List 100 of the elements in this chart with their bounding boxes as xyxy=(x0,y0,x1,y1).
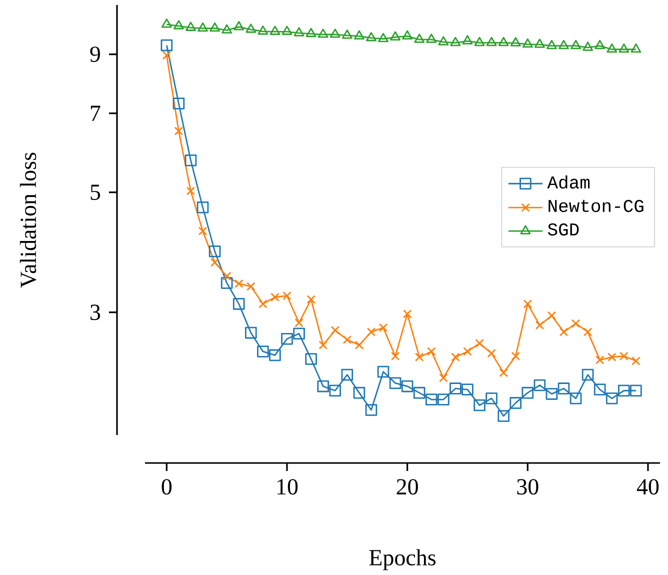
point xyxy=(318,28,328,38)
point xyxy=(486,392,498,404)
point xyxy=(389,377,402,389)
point xyxy=(427,347,436,356)
point xyxy=(378,323,388,332)
point xyxy=(318,340,328,350)
point xyxy=(186,186,196,196)
point xyxy=(630,384,642,397)
point xyxy=(450,36,461,46)
point xyxy=(342,30,352,39)
y-tick-label: 9 xyxy=(90,46,100,62)
x-tick-label: 0 xyxy=(162,479,172,495)
point xyxy=(463,347,472,356)
point xyxy=(439,373,448,382)
point xyxy=(510,397,522,409)
point xyxy=(438,36,449,46)
point xyxy=(172,98,185,110)
point xyxy=(571,319,580,328)
y-axis-title: Validation loss xyxy=(20,152,36,288)
point xyxy=(220,277,233,289)
point xyxy=(184,154,197,166)
point xyxy=(594,40,606,50)
point xyxy=(294,318,304,328)
point xyxy=(558,382,570,394)
point xyxy=(438,394,450,406)
point xyxy=(293,328,305,340)
point xyxy=(161,18,172,28)
point xyxy=(174,126,184,136)
point xyxy=(618,43,630,53)
point xyxy=(402,30,413,40)
point xyxy=(511,352,520,361)
y-tick-label: 3 xyxy=(90,304,100,320)
point xyxy=(257,346,269,358)
point xyxy=(558,40,569,50)
point xyxy=(210,22,220,32)
point xyxy=(306,28,316,38)
point xyxy=(414,352,424,362)
point xyxy=(426,34,437,43)
point xyxy=(353,386,366,399)
point xyxy=(270,292,280,302)
point xyxy=(450,382,462,394)
point xyxy=(608,352,616,362)
point xyxy=(378,32,388,42)
point xyxy=(330,28,340,38)
point xyxy=(196,201,209,214)
x-tick-label: 30 xyxy=(517,479,538,495)
point xyxy=(595,356,604,364)
point xyxy=(342,335,352,344)
point xyxy=(282,26,292,35)
point xyxy=(222,272,232,281)
point xyxy=(559,328,568,336)
point xyxy=(317,380,329,392)
x-tick-label: 10 xyxy=(278,479,298,495)
point xyxy=(270,26,280,35)
point xyxy=(305,353,317,365)
point xyxy=(294,27,304,36)
point xyxy=(487,348,496,358)
point xyxy=(462,35,473,44)
y-tick-label: 5 xyxy=(90,184,100,200)
point xyxy=(582,368,594,381)
point xyxy=(582,42,594,51)
point xyxy=(269,349,281,362)
x-tick-label: 20 xyxy=(396,479,418,495)
point xyxy=(522,38,533,48)
point xyxy=(173,20,184,30)
point xyxy=(474,36,485,46)
point xyxy=(258,26,268,35)
point xyxy=(474,399,486,412)
point xyxy=(390,31,400,40)
point xyxy=(451,352,460,362)
point xyxy=(282,291,292,300)
legend-label: SGD xyxy=(548,223,579,236)
point xyxy=(498,36,509,46)
point xyxy=(281,332,293,345)
point xyxy=(234,21,244,30)
point xyxy=(365,404,378,416)
point xyxy=(510,37,521,46)
point xyxy=(354,30,364,40)
point xyxy=(390,352,400,361)
point xyxy=(208,245,221,258)
point xyxy=(498,410,510,422)
point xyxy=(534,38,545,48)
point xyxy=(535,320,544,330)
point xyxy=(606,392,618,404)
point xyxy=(222,24,232,34)
point xyxy=(341,368,354,381)
point xyxy=(570,392,582,404)
legend-label: Newton-CG xyxy=(548,200,644,212)
point xyxy=(366,32,376,42)
point xyxy=(401,380,414,392)
point xyxy=(258,300,268,308)
point xyxy=(329,384,342,397)
point xyxy=(366,328,376,336)
point xyxy=(583,328,592,336)
point xyxy=(414,34,425,43)
point xyxy=(462,384,474,396)
point xyxy=(246,24,256,33)
point xyxy=(606,43,618,53)
y-tick-label: 7 xyxy=(90,106,100,121)
legend-label: Adam xyxy=(547,175,590,189)
